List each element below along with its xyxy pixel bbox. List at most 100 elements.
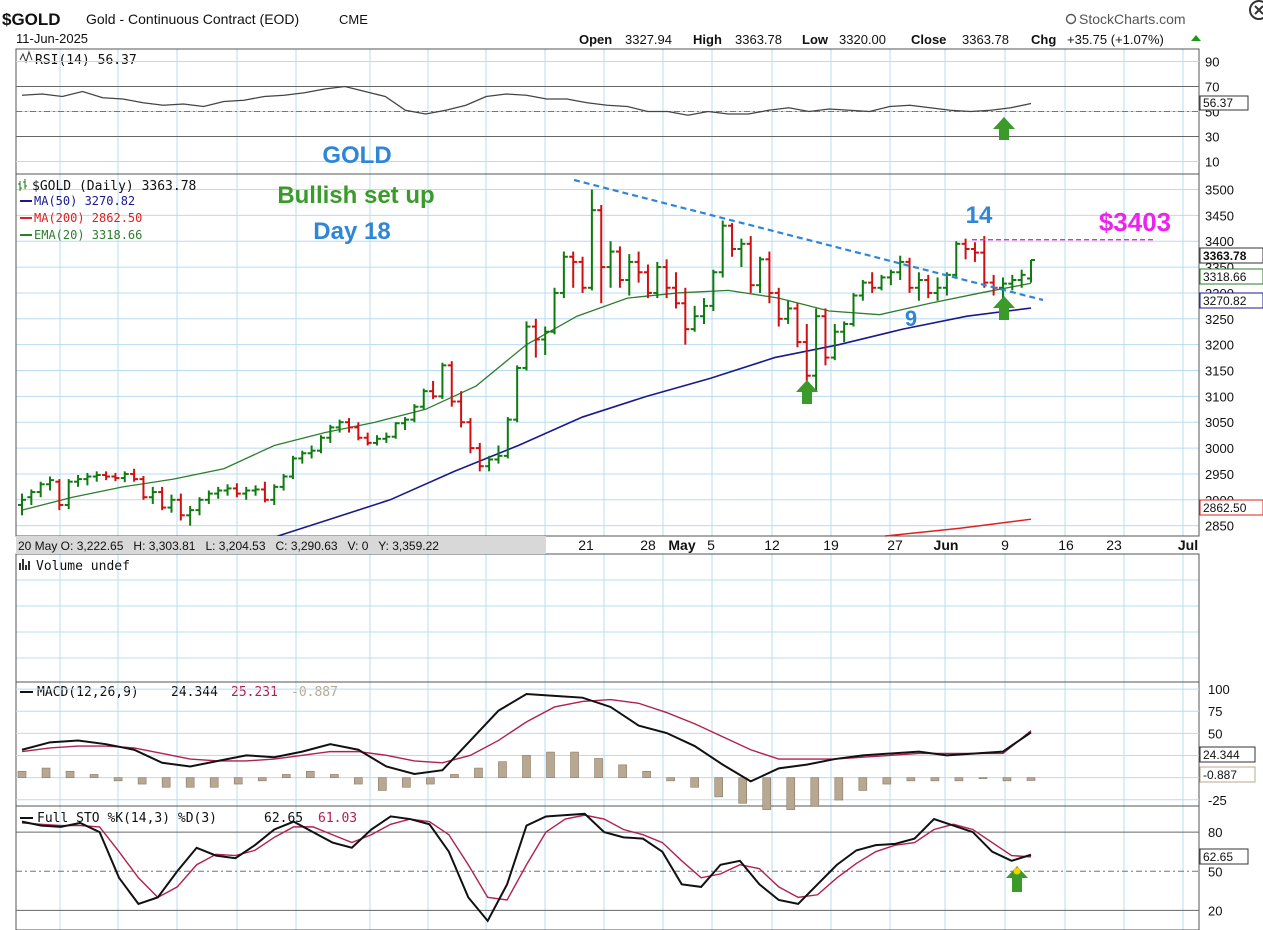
ohlc-bar bbox=[139, 476, 148, 500]
price-tick-label: 2950 bbox=[1205, 467, 1234, 482]
ohlc-bar bbox=[821, 308, 830, 366]
ohlc-bar bbox=[531, 318, 540, 358]
xaxis-label: 23 bbox=[1106, 537, 1122, 553]
macd-histogram-bar bbox=[882, 777, 892, 785]
ohlc-bar bbox=[541, 326, 550, 355]
ohlc-bar bbox=[849, 292, 858, 327]
ohlc-bar bbox=[914, 272, 923, 301]
ma50-line bbox=[261, 307, 1032, 542]
ohlc-bar bbox=[961, 238, 970, 260]
volume-panel-frame bbox=[15, 553, 1200, 683]
macd-legend-name: MACD(12,26,9) bbox=[37, 685, 139, 700]
macd-histogram-bar bbox=[161, 777, 171, 788]
xaxis-label: Jul bbox=[1178, 537, 1198, 553]
value-tags: 56.37 3363.78 3318.66 3270.82 2862.50 24… bbox=[1199, 95, 1263, 865]
price-tick-label: 3100 bbox=[1205, 389, 1234, 404]
ohlc-bar bbox=[298, 450, 307, 464]
ohlc-bar bbox=[606, 241, 615, 288]
macd-histogram-bar bbox=[834, 777, 844, 801]
ma50-tag: 3270.82 bbox=[1203, 294, 1247, 308]
macd-histogram-bar bbox=[185, 777, 195, 788]
low-label: Low bbox=[802, 32, 829, 47]
ohlc-bar bbox=[326, 424, 335, 443]
exchange: CME bbox=[339, 12, 368, 27]
ma50-tag-box bbox=[1199, 292, 1263, 309]
ohlc-bar bbox=[728, 223, 737, 257]
ohlc-bar bbox=[522, 321, 531, 371]
ohlc-bar bbox=[391, 422, 400, 439]
ohlc-bar bbox=[64, 479, 73, 510]
ohlc-bar bbox=[737, 238, 746, 268]
rsi-tick-label: 10 bbox=[1205, 155, 1219, 170]
annotations: GOLD Bullish set up Day 18 14 9 $3403 bbox=[277, 142, 1171, 331]
brand-name: StockCharts.com bbox=[1079, 11, 1186, 27]
ohlc-bar bbox=[373, 435, 382, 446]
macd-tag-box bbox=[1199, 746, 1256, 763]
ohlc-bar bbox=[307, 445, 316, 459]
price-tick-label: 3450 bbox=[1205, 208, 1234, 223]
macd-histogram-bar bbox=[570, 751, 579, 778]
price-legend-ma200: MA(200) 2862.50 bbox=[34, 211, 142, 225]
annotation-9: 9 bbox=[905, 306, 917, 331]
ohlc-bar bbox=[447, 361, 456, 407]
rsi-arrow-icon bbox=[993, 117, 1015, 140]
rsi-legend: RSI(14) 56.37 bbox=[19, 50, 137, 68]
macd-histogram-bar bbox=[41, 767, 51, 778]
ohlc-bar bbox=[513, 365, 522, 423]
xaxis-label: 19 bbox=[823, 537, 839, 553]
ohlc-bar bbox=[1008, 274, 1017, 291]
ohlc-bar bbox=[457, 391, 466, 428]
open-value: 3327.94 bbox=[625, 32, 672, 47]
sto-legend-d: 61.03 bbox=[318, 811, 357, 826]
xaxis-label: Jun bbox=[934, 537, 959, 553]
ohlc-bar bbox=[587, 189, 596, 291]
ohlc-bar bbox=[578, 256, 587, 293]
macd-histogram-bar bbox=[546, 751, 555, 778]
close-value: 3363.78 bbox=[962, 32, 1009, 47]
macd-histogram-bar bbox=[89, 774, 99, 778]
macd-histogram-bar bbox=[522, 754, 531, 778]
macd-histogram-bar bbox=[810, 777, 820, 807]
macd-histogram-bar bbox=[305, 770, 315, 778]
ohlc-bar bbox=[952, 241, 961, 278]
price-panel-frame bbox=[15, 173, 1200, 537]
volume-legend: Volume undef bbox=[19, 559, 130, 574]
macd-histogram-bar bbox=[978, 777, 988, 779]
ohlc-bar bbox=[559, 251, 568, 299]
macd-histogram-bar bbox=[858, 777, 868, 791]
ohlc-bar bbox=[410, 404, 419, 423]
ema20-tag: 3318.66 bbox=[1203, 270, 1247, 284]
ohlc-bar bbox=[503, 417, 512, 459]
price-tick-label: 3150 bbox=[1205, 364, 1234, 379]
close-icon[interactable] bbox=[1249, 0, 1263, 20]
macd-histogram-bar bbox=[930, 777, 940, 782]
ohlc-bar bbox=[288, 455, 297, 480]
macd-histogram-bar bbox=[690, 777, 699, 788]
ohlc-bar bbox=[802, 323, 811, 381]
ohlc-bar bbox=[46, 476, 55, 491]
sto-legend: Full STO %K(14,3) %D(3) 62.65 61.03 bbox=[20, 811, 357, 826]
ohlc-bar bbox=[270, 484, 279, 505]
macd-histogram-bar bbox=[786, 777, 796, 810]
ohlc-bar bbox=[868, 272, 877, 293]
price-legend-ma50: MA(50) 3270.82 bbox=[34, 194, 135, 208]
ma200-tag-box bbox=[1199, 499, 1263, 516]
ma200-line bbox=[884, 518, 1032, 537]
price-tick-label: 3000 bbox=[1205, 441, 1234, 456]
macd-histogram-bar bbox=[762, 777, 772, 810]
price-tick-label: 3250 bbox=[1205, 312, 1234, 327]
ohlc-bar bbox=[27, 489, 36, 505]
sto-d-line bbox=[21, 814, 1032, 901]
ohlc-bar bbox=[671, 272, 680, 309]
high-value: 3363.78 bbox=[735, 32, 782, 47]
brand[interactable]: StockCharts.com bbox=[1065, 11, 1186, 27]
ohlc-bar bbox=[223, 484, 232, 496]
macd-legend: MACD(12,26,9) 24.344 25.231 -0.887 bbox=[20, 685, 338, 700]
macd-histogram-bar bbox=[450, 774, 459, 778]
price-legend-symbol: $GOLD (Daily) 3363.78 bbox=[32, 179, 196, 194]
ohlc-bar bbox=[653, 261, 662, 299]
xaxis-layer: 21 28 May 5 12 19 27 Jun 9 16 23 Jul bbox=[578, 537, 1198, 553]
ohlc-readout: Open 3327.94 High 3363.78 Low 3320.00 Cl… bbox=[579, 32, 1201, 47]
